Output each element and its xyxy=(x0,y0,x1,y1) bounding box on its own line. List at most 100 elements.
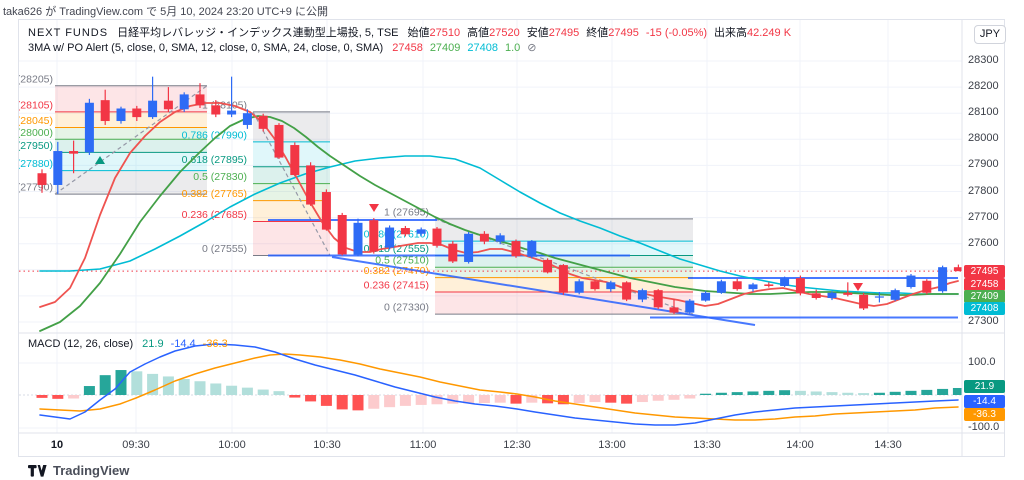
symbol-legend[interactable]: NEXT FUNDS 日経平均レバレッジ・インデックス連動型上場投, 5, TSE… xyxy=(28,24,791,40)
macd-line xyxy=(39,343,959,426)
indicator-legend[interactable]: 3MA w/ PO Alert (5, close, 0, SMA, 12, c… xyxy=(28,41,544,54)
candle xyxy=(637,288,647,303)
candle xyxy=(195,83,205,108)
fib-band xyxy=(55,127,207,140)
price-axis-label: 27600 xyxy=(968,236,999,249)
candle xyxy=(37,169,47,193)
candle xyxy=(827,291,837,301)
fib-level-label: 0 (27330) xyxy=(384,302,429,314)
macd-histogram-bar xyxy=(700,393,712,395)
time-axis-label: 13:00 xyxy=(598,439,626,451)
candle xyxy=(290,142,300,177)
price-axis-label: 28100 xyxy=(968,106,999,119)
macd-histogram-bar xyxy=(842,392,854,395)
macd-histogram-bar xyxy=(668,395,680,400)
macd-histogram-bar xyxy=(526,395,538,403)
time-axis-label: 10 xyxy=(50,439,64,451)
macd-histogram-bar xyxy=(368,395,380,409)
candle xyxy=(100,89,110,125)
fib-level-label: 0.236 (27415) xyxy=(364,279,429,291)
fib-band xyxy=(253,200,330,222)
candle xyxy=(558,264,568,295)
volume-item: 出来高42.249 K xyxy=(714,27,792,39)
candle xyxy=(479,231,489,245)
tradingview-logo-icon xyxy=(28,464,47,477)
currency-button[interactable]: JPY xyxy=(974,25,1006,44)
fib-level-label: 0.618 (27895) xyxy=(182,154,247,166)
trendline[interactable] xyxy=(331,256,756,326)
macd-histogram-bar xyxy=(763,390,775,395)
candle xyxy=(163,87,173,112)
price-badge: 27408 xyxy=(964,302,1005,315)
macd-histogram-bar xyxy=(605,395,617,403)
macd-histogram-bar xyxy=(779,390,791,395)
macd-histogram-bar xyxy=(352,395,364,411)
macd-histogram-bar xyxy=(257,389,269,395)
macd-name: MACD xyxy=(28,338,61,350)
macd-histogram-bar xyxy=(241,387,253,395)
fib-level-label: 1 (27695) xyxy=(384,206,429,218)
ohlc-item: 高値27520 xyxy=(467,27,520,39)
price-axis-label: 27300 xyxy=(968,315,999,327)
change-value: -15 (-0.05%) xyxy=(645,27,708,39)
tradingview-logo[interactable]: TradingView xyxy=(28,463,129,478)
candle xyxy=(148,76,158,119)
fib-band xyxy=(435,241,693,256)
indicator-name: 3MA w/ PO Alert xyxy=(28,42,109,54)
macd-histogram-bar xyxy=(794,390,806,395)
candle xyxy=(179,92,189,112)
time-axis-label: 14:00 xyxy=(786,439,814,451)
candle xyxy=(274,123,284,159)
fib-level-label: 0.236 (27685) xyxy=(182,209,247,221)
candle xyxy=(922,279,932,295)
sma24-line xyxy=(39,155,959,295)
fib-level-label: 0.618 (27555) xyxy=(364,243,429,255)
time-axis-label: 09:30 xyxy=(122,439,150,451)
macd-badge: 21.9 xyxy=(964,380,1005,393)
macd-histogram-bar xyxy=(731,392,743,395)
candle xyxy=(543,258,553,274)
candle xyxy=(811,289,821,300)
macd-signal-line xyxy=(39,353,959,421)
sell-signal-icon xyxy=(369,204,379,212)
price-axis-label: 28300 xyxy=(968,54,999,66)
macd-histogram-bar xyxy=(36,395,48,398)
macd-legend[interactable]: MACD (12, 26, close) 21.9 -14.4 -36.3 xyxy=(28,338,235,350)
candle xyxy=(843,282,853,297)
macd-histogram-bar xyxy=(83,386,95,395)
candle xyxy=(211,100,221,118)
fib-level-label: 0.5 (28000) xyxy=(0,127,53,139)
macd-histogram-bar xyxy=(826,392,838,395)
price-axis-label: 27700 xyxy=(968,210,999,223)
time-axis[interactable] xyxy=(19,433,962,457)
macd-histogram-bar xyxy=(52,395,64,399)
publish-watermark: taka626 が TradingView.com で 5月 10, 2024 … xyxy=(3,6,328,18)
candle xyxy=(795,275,805,296)
candle xyxy=(653,289,663,309)
candle xyxy=(132,105,142,122)
indicator-value: 27409 xyxy=(429,42,461,54)
time-axis-label: 13:30 xyxy=(693,439,721,451)
macd-histogram-bar xyxy=(273,391,285,395)
candle xyxy=(953,264,962,272)
fib-level-label: 0.618 (27950) xyxy=(0,140,53,152)
candle xyxy=(874,291,884,303)
candle xyxy=(432,226,442,248)
time-axis-label: 10:00 xyxy=(218,439,246,451)
sell-signal-icon xyxy=(853,283,863,291)
candle xyxy=(84,98,94,155)
macd-histogram-bar xyxy=(873,392,885,395)
candle xyxy=(321,189,331,231)
fib-level-label: 0.382 (27765) xyxy=(182,188,247,200)
macd-params: (12, 26, close) xyxy=(63,338,134,350)
macd-axis-label: 100.0 xyxy=(968,356,996,368)
fib-band xyxy=(253,183,330,201)
fib-level-label: 0 (28205) xyxy=(8,73,53,85)
time-axis-label: 12:30 xyxy=(503,439,531,451)
fib-level-label: 0.382 (27470) xyxy=(364,265,429,277)
macd-histogram-bar xyxy=(652,395,664,401)
fib-level-label: 0 (27555) xyxy=(202,243,247,255)
macd-histogram-bar xyxy=(858,393,870,395)
macd-value: 21.9 xyxy=(142,338,164,350)
